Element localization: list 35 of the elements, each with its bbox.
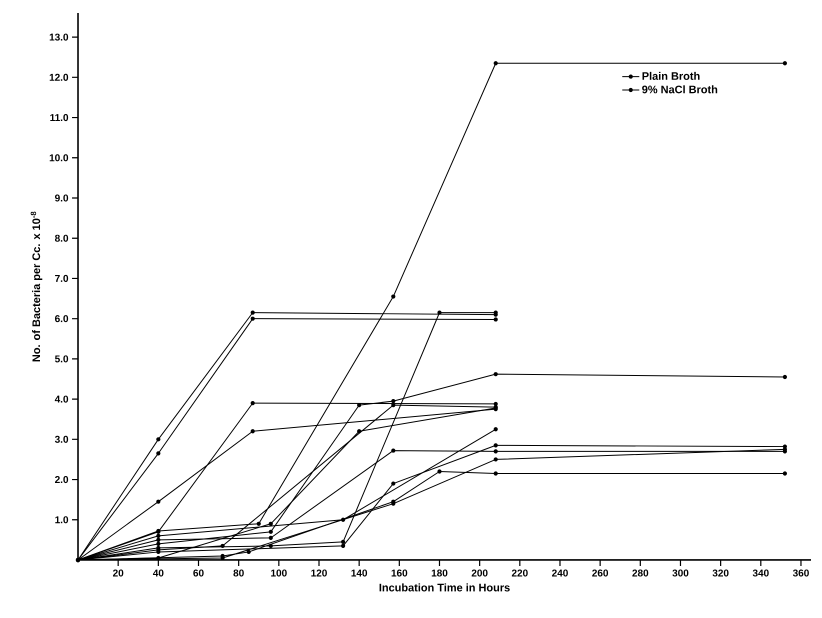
x-tick-label: 160 <box>392 569 408 577</box>
y-axis-title: No. of Bacteria per Cc. x 10$^{-8}$ <box>30 212 42 362</box>
x-tick-label: 240 <box>552 569 568 577</box>
y-tick-label: 8.0 <box>54 234 68 242</box>
y-tick-label: 1.0 <box>55 516 68 524</box>
x-tick-label: 200 <box>472 569 488 577</box>
x-tick-label: 220 <box>512 569 528 577</box>
y-tick-label: 5.0 <box>54 355 68 362</box>
x-tick-label: 140 <box>351 569 368 577</box>
y-tick-label: 11.0 <box>50 114 68 122</box>
x-tick-label: 180 <box>432 569 448 577</box>
legend-label: Plain Broth <box>642 72 700 80</box>
x-tick-label: 80 <box>233 569 244 577</box>
legend-label: 9% NaCl Broth <box>642 85 718 94</box>
y-tick-label: 12.0 <box>50 74 68 81</box>
x-tick-label: 320 <box>712 569 729 577</box>
x-tick-label: 40 <box>152 569 164 577</box>
y-tick-label: 9.0 <box>55 194 68 202</box>
x-tick-label: 280 <box>632 569 648 577</box>
y-tick-label: 3.0 <box>54 436 68 443</box>
x-tick-label: 260 <box>592 569 608 577</box>
x-tick-label: 300 <box>672 569 688 577</box>
x-tick-label: 340 <box>752 569 769 577</box>
y-tick-label: 4.0 <box>54 396 68 403</box>
x-tick-label: 360 <box>792 569 809 577</box>
x-tick-label: 60 <box>193 569 204 577</box>
y-tick-label: 6.0 <box>55 315 68 322</box>
x-tick-label: 20 <box>112 569 124 577</box>
y-tick-label: 13.0 <box>50 34 68 41</box>
x-axis-title: Incubation Time in Hours <box>380 583 510 592</box>
y-tick-label: 10.0 <box>50 154 68 162</box>
y-tick-label: 7.0 <box>55 274 68 282</box>
y-tick-label: 2.0 <box>55 476 68 484</box>
x-tick-label: 100 <box>271 569 287 577</box>
x-tick-label: 120 <box>311 569 327 577</box>
